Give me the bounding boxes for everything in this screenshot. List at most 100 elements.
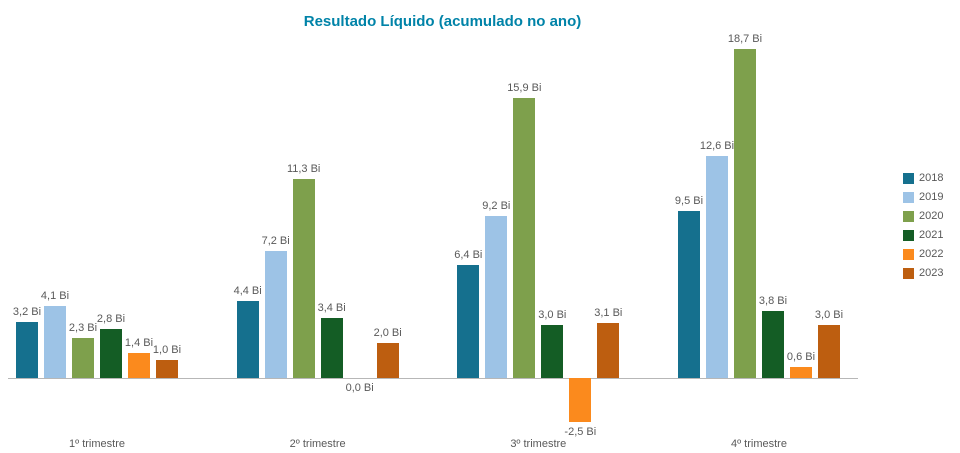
bar-value-label: -2,5 Bi <box>564 426 597 438</box>
bar-slot: 2,8 Bi <box>96 40 126 428</box>
bar-slot: 4,4 Bi <box>233 40 262 428</box>
bar-slot: 3,8 Bi <box>758 40 788 428</box>
bar-2018 <box>16 322 38 378</box>
bar-slot: 2,0 Bi <box>373 40 402 428</box>
bar-2019 <box>44 306 66 378</box>
bar-value-label: 9,2 Bi <box>482 200 511 212</box>
chart-title: Resultado Líquido (acumulado no ano) <box>303 13 582 30</box>
bar-value-label: 6,4 Bi <box>454 249 483 261</box>
bar-slot: 4,1 Bi <box>40 40 70 428</box>
bar-slot: 9,2 Bi <box>482 40 511 428</box>
x-axis-line <box>8 378 858 379</box>
legend-swatch <box>903 191 914 203</box>
bar-2020 <box>733 49 756 378</box>
bar-group: 3,2 Bi 4,1 Bi 2,3 Bi 2,8 Bi 1,4 Bi 1,0 Bi 1º t… <box>12 40 182 450</box>
bar-slot: -2,5 Bi <box>564 40 596 438</box>
bar-slot: 15,9 Bi <box>507 40 541 428</box>
bar-slot: 3,2 Bi <box>12 40 42 428</box>
legend-label: 2019 <box>919 191 944 203</box>
legend-label: 2018 <box>919 172 944 184</box>
category-label: 1º trimestre <box>69 438 125 450</box>
bar-2020 <box>513 98 536 378</box>
bar-value-label: 3,0 Bi <box>538 309 567 321</box>
bar-2018 <box>236 301 259 378</box>
bar-value-label: 2,3 Bi <box>68 322 98 334</box>
bar-value-label: 4,4 Bi <box>233 285 262 297</box>
bar-2020 <box>72 338 94 378</box>
bar-slot: 12,6 Bi <box>700 40 734 428</box>
bar-slot: 1,0 Bi <box>152 40 182 428</box>
bar-value-label: 12,6 Bi <box>699 140 735 152</box>
bar-cluster: 6,4 Bi 9,2 Bi 15,9 Bi 3,0 Bi -2,5 Bi 3,1 Bi <box>454 40 623 438</box>
bar-group: 6,4 Bi 9,2 Bi 15,9 Bi 3,0 Bi -2,5 Bi 3,1 Bi 3º… <box>454 40 623 450</box>
legend-swatch <box>903 248 914 260</box>
bar-slot: 6,4 Bi <box>454 40 483 428</box>
legend-item-2023: 2023 <box>903 267 943 279</box>
bar-slot: 0,0 Bi <box>345 40 374 428</box>
legend: 2018 2019 2020 2021 2022 2023 <box>903 172 943 279</box>
bar-chart: 3,2 Bi 4,1 Bi 2,3 Bi 2,8 Bi 1,4 Bi 1,0 Bi 1º t… <box>8 33 858 450</box>
bar-2019 <box>705 156 728 378</box>
bar-value-label: 15,9 Bi <box>507 82 542 94</box>
bar-2022 <box>569 378 592 422</box>
legend-swatch <box>903 267 914 279</box>
bar-value-label: 18,7 Bi <box>727 33 763 45</box>
bar-2022 <box>128 353 150 378</box>
bar-slot: 3,0 Bi <box>538 40 567 428</box>
bar-slot: 2,3 Bi <box>68 40 98 428</box>
legend-swatch <box>903 229 914 241</box>
legend-label: 2020 <box>919 210 944 222</box>
legend-label: 2021 <box>919 229 944 241</box>
bar-value-label: 3,4 Bi <box>317 302 346 314</box>
legend-item-2019: 2019 <box>903 191 943 203</box>
bar-value-label: 0,6 Bi <box>786 351 816 363</box>
bar-2023 <box>597 323 620 378</box>
category-label: 3º trimestre <box>510 438 567 450</box>
bar-value-label: 1,4 Bi <box>124 337 154 349</box>
bar-value-label: 7,2 Bi <box>261 235 290 247</box>
bar-2022 <box>789 367 812 378</box>
bar-value-label: 4,1 Bi <box>40 290 70 302</box>
bar-cluster: 9,5 Bi 12,6 Bi 18,7 Bi 3,8 Bi 0,6 Bi 3,0 Bi <box>674 33 844 428</box>
legend-label: 2023 <box>919 267 944 279</box>
bar-2018 <box>457 265 480 378</box>
category-label: 4º trimestre <box>730 438 787 450</box>
bar-slot: 11,3 Bi <box>287 40 320 428</box>
bar-cluster: 4,4 Bi 7,2 Bi 11,3 Bi 3,4 Bi 0,0 Bi 2,0 Bi <box>233 40 402 428</box>
bar-value-label: 0,0 Bi <box>345 382 374 394</box>
bar-value-label: 3,0 Bi <box>814 309 844 321</box>
bar-2021 <box>541 325 564 378</box>
bar-slot: 0,6 Bi <box>786 40 816 428</box>
bar-slot: 9,5 Bi <box>674 40 704 428</box>
bar-slot: 3,1 Bi <box>594 40 623 428</box>
bar-value-label: 11,3 Bi <box>286 163 321 175</box>
legend-item-2020: 2020 <box>903 210 943 222</box>
legend-swatch <box>903 172 914 184</box>
bar-slot: 1,4 Bi <box>124 40 154 428</box>
legend-item-2022: 2022 <box>903 248 943 260</box>
bar-slot: 18,7 Bi <box>728 33 762 428</box>
legend-item-2021: 2021 <box>903 229 943 241</box>
bar-2019 <box>264 251 287 378</box>
bar-2021 <box>100 329 122 378</box>
legend-label: 2022 <box>919 248 944 260</box>
bar-2021 <box>761 311 784 378</box>
bar-cluster: 3,2 Bi 4,1 Bi 2,3 Bi 2,8 Bi 1,4 Bi 1,0 Bi <box>12 40 182 428</box>
bar-2023 <box>156 360 178 378</box>
bar-value-label: 2,8 Bi <box>96 313 126 325</box>
legend-item-2018: 2018 <box>903 172 943 184</box>
bar-value-label: 3,1 Bi <box>594 307 623 319</box>
bar-value-label: 3,2 Bi <box>12 306 42 318</box>
bar-2019 <box>485 216 508 378</box>
bar-slot: 7,2 Bi <box>261 40 290 428</box>
bar-2021 <box>320 318 343 378</box>
bar-value-label: 1,0 Bi <box>152 344 182 356</box>
bar-value-label: 2,0 Bi <box>373 327 402 339</box>
bar-group: 9,5 Bi 12,6 Bi 18,7 Bi 3,8 Bi 0,6 Bi 3,0 Bi 4º… <box>674 33 844 450</box>
bar-value-label: 9,5 Bi <box>674 195 704 207</box>
bar-value-label: 3,8 Bi <box>758 295 788 307</box>
bar-2020 <box>292 179 315 378</box>
bar-slot: 3,0 Bi <box>814 40 844 428</box>
bar-2018 <box>677 211 700 378</box>
bar-slot: 3,4 Bi <box>317 40 346 428</box>
